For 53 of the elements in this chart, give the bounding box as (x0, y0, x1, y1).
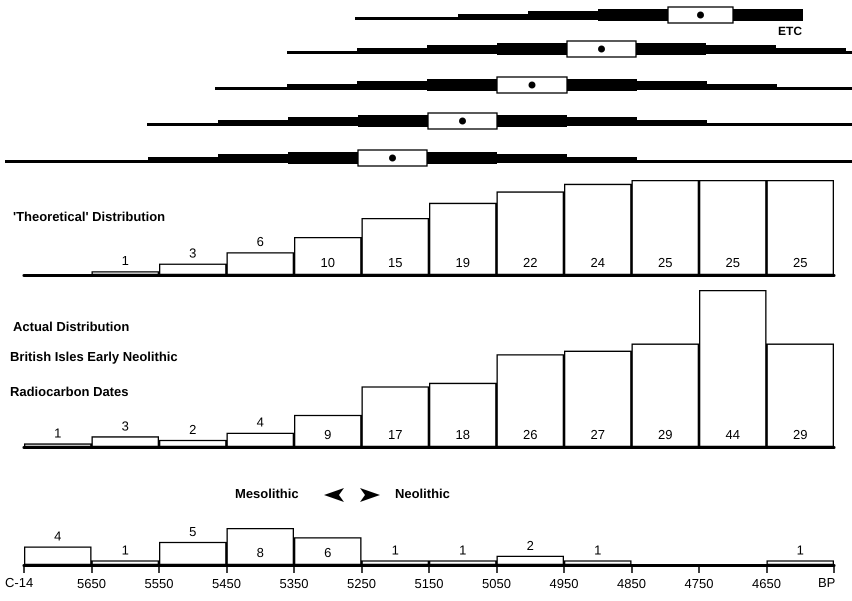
x-tick-label: 5350 (280, 576, 308, 591)
data-label: 25 (726, 255, 740, 270)
data-label: 18 (456, 427, 470, 442)
text: C-14 (5, 575, 34, 590)
text: BP (818, 575, 836, 590)
x-tick-label: 5650 (77, 576, 106, 591)
data-label: 1 (122, 253, 129, 268)
data-label: 1 (796, 542, 804, 558)
x-tick-label: 5250 (347, 576, 376, 591)
data-label: 25 (658, 255, 672, 270)
x-tick-label: 4650 (752, 576, 781, 591)
x-tick-label: 5150 (414, 576, 444, 591)
data-label: 25 (793, 255, 808, 270)
data-label: 1 (392, 542, 399, 558)
annotation: British Isles Early Neolithic (10, 349, 178, 364)
data-label: 29 (658, 427, 672, 442)
text: Neolithic (395, 486, 450, 501)
text: ETC (778, 24, 802, 38)
x-tick-label: 4950 (550, 576, 578, 591)
annotation: Radiocarbon Dates (10, 384, 128, 399)
x-tick-label: 5450 (212, 576, 241, 591)
data-label: 29 (793, 427, 808, 442)
data-label: 6 (324, 545, 332, 560)
data-label: 26 (523, 427, 538, 442)
data-label: 15 (388, 255, 402, 270)
data-label: 44 (726, 427, 740, 442)
data-label: 19 (456, 255, 470, 270)
data-label: 3 (189, 246, 196, 261)
data-label: 2 (526, 538, 534, 553)
data-label: 1 (54, 425, 62, 440)
data-label: 2 (189, 422, 196, 437)
data-label: 1 (594, 542, 602, 558)
data-label: 10 (320, 255, 335, 270)
x-tick-label: 5050 (482, 576, 511, 591)
data-label: 1 (122, 542, 129, 558)
data-label: 24 (590, 255, 605, 270)
data-label: 4 (256, 414, 264, 430)
x-tick-label: 4850 (617, 576, 646, 591)
x-tick-label: 5550 (144, 576, 174, 591)
data-label: 6 (256, 234, 264, 250)
text: Actual Distribution (13, 319, 130, 334)
data-label: 4 (54, 528, 62, 544)
data-label: 5 (189, 524, 196, 539)
text: Mesolithic (235, 486, 299, 501)
data-label: 17 (388, 427, 402, 442)
data-label: 3 (122, 418, 129, 434)
data-label: 8 (256, 545, 264, 560)
x-tick-label: 4750 (684, 576, 714, 591)
data-label: 9 (324, 427, 332, 442)
data-label: 27 (590, 427, 605, 442)
data-label: 22 (523, 255, 538, 270)
data-label: 1 (459, 542, 466, 558)
text: 'Theoretical' Distribution (13, 209, 166, 224)
